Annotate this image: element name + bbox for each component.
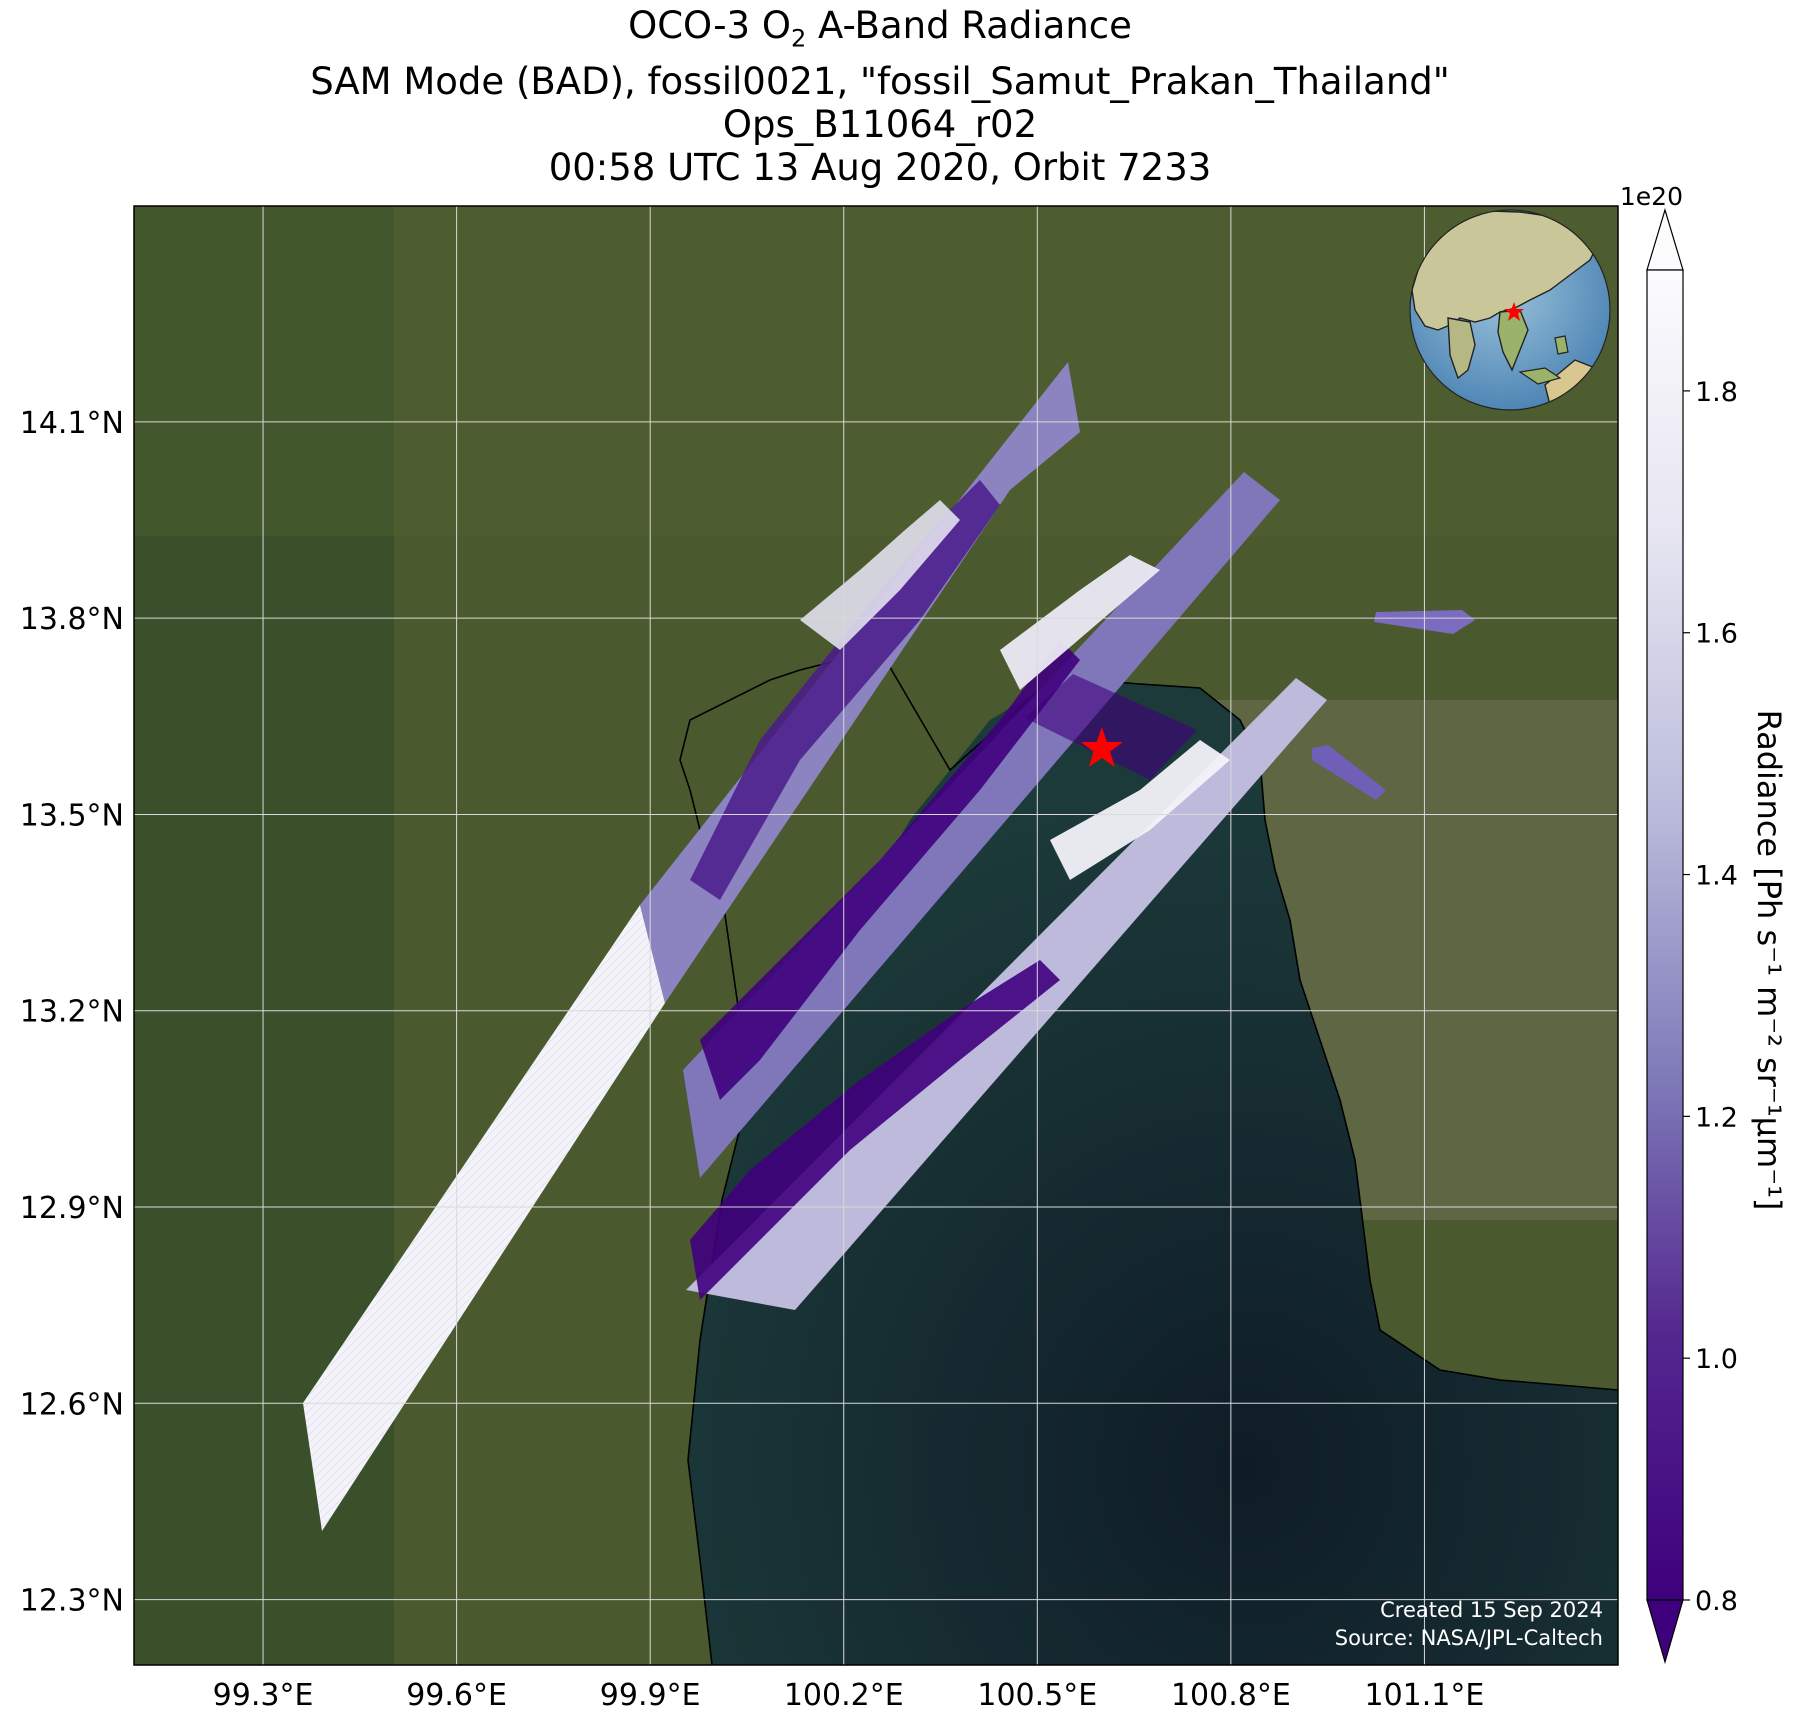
- lat-tick-label: 13.8°N: [20, 602, 124, 637]
- lat-tick-label: 12.6°N: [20, 1387, 124, 1422]
- lat-tick-label: 13.2°N: [20, 995, 124, 1030]
- swath-strip-3-light: [1000, 555, 1160, 690]
- swath-strip-3-dark: [700, 640, 1080, 1100]
- lon-tick-label: 99.9°E: [600, 1678, 701, 1713]
- gulf-of-thailand: [688, 680, 1618, 1665]
- swath-east: [686, 678, 1327, 1310]
- swath-strip-2-light: [800, 500, 960, 650]
- inset-globe: [1409, 209, 1611, 411]
- colorbar-tick-label: 1.2: [1695, 1102, 1738, 1133]
- lon-tick-label: 100.8°E: [1171, 1678, 1291, 1713]
- lon-tick-label: 99.3°E: [213, 1678, 314, 1713]
- lat-tick-label: 12.9°N: [20, 1191, 124, 1226]
- colorbar-tick-label: 1.0: [1695, 1344, 1738, 1375]
- title-line-2: SAM Mode (BAD), fossil0021, "fossil_Samu…: [310, 60, 1450, 104]
- colorbar: 1e20 1.8 1.6 1.4 1.2 1.0 0.8 Radiance [Ph s⁻¹…: [1620, 182, 1788, 1665]
- lon-tick-label: 100.2°E: [784, 1678, 904, 1713]
- map-panel: [134, 206, 1618, 1665]
- lon-tick-label: 101.1°E: [1365, 1678, 1485, 1713]
- colorbar-scale-label: 1e20: [1620, 182, 1683, 211]
- lon-tick-label: 99.6°E: [406, 1678, 507, 1713]
- swath-strip-4-light: [1050, 740, 1230, 880]
- farmland-region: [134, 206, 1618, 536]
- lat-tick-label: 12.3°N: [20, 1584, 124, 1619]
- swath-central: [683, 472, 1280, 1178]
- colorbar-extend-max: [1646, 207, 1684, 271]
- colorbar-gradient: [1646, 269, 1684, 1601]
- swath-strip-3: [683, 472, 1280, 1178]
- lon-tick-label: 100.5°E: [977, 1678, 1097, 1713]
- map-frame: [133, 205, 1619, 1666]
- axis-ticks: 99.3°E 99.6°E 99.9°E 100.2°E 100.5°E 100.8°E 1…: [20, 406, 1485, 1713]
- colorbar-tick-label: 0.8: [1695, 1586, 1738, 1617]
- title-line-1: OCO-3 O2 A-Band Radiance: [628, 4, 1132, 53]
- source-note: Source: NASA/JPL-Caltech: [1334, 1626, 1603, 1650]
- created-note: Created 15 Sep 2024: [1380, 1598, 1603, 1622]
- swath-strip-4-dark: [690, 960, 1060, 1300]
- globe-land-indochina: [1497, 309, 1529, 372]
- globe-target-star-icon: [1504, 302, 1524, 321]
- colorbar-label: Radiance [Ph s⁻¹ m⁻² sr⁻¹μm⁻¹]: [1750, 710, 1788, 1211]
- colorbar-tick-label: 1.6: [1695, 619, 1738, 650]
- swath-fragment-2: [1312, 745, 1386, 800]
- swath-strip-1-grid: [303, 905, 665, 1531]
- lat-tick-label: 14.1°N: [20, 406, 124, 441]
- swath-west: [303, 362, 1080, 1531]
- colorbar-tick-label: 1.8: [1695, 377, 1738, 408]
- globe-land-islands: [1518, 335, 1569, 385]
- swath-strip-2-dark: [690, 480, 1000, 900]
- lat-tick-label: 13.5°N: [20, 798, 124, 833]
- gridlines: [134, 206, 1618, 1665]
- target-star-icon: [1080, 727, 1123, 768]
- title-line-3: Ops_B11064_r02: [722, 103, 1038, 147]
- figure-title: OCO-3 O2 A-Band Radiance SAM Mode (BAD),…: [0, 4, 1760, 189]
- title-line-4: 00:58 UTC 13 Aug 2020, Orbit 7233: [548, 146, 1212, 190]
- colorbar-ticks: 1.8 1.6 1.4 1.2 1.0 0.8: [1683, 377, 1738, 1617]
- globe-land-india: [1447, 317, 1476, 380]
- colorbar-tick-label: 1.4: [1695, 861, 1738, 892]
- swath-strip-3-mid: [1025, 674, 1197, 780]
- globe-outline: [1409, 209, 1611, 411]
- colorbar-extend-min: [1646, 1599, 1684, 1665]
